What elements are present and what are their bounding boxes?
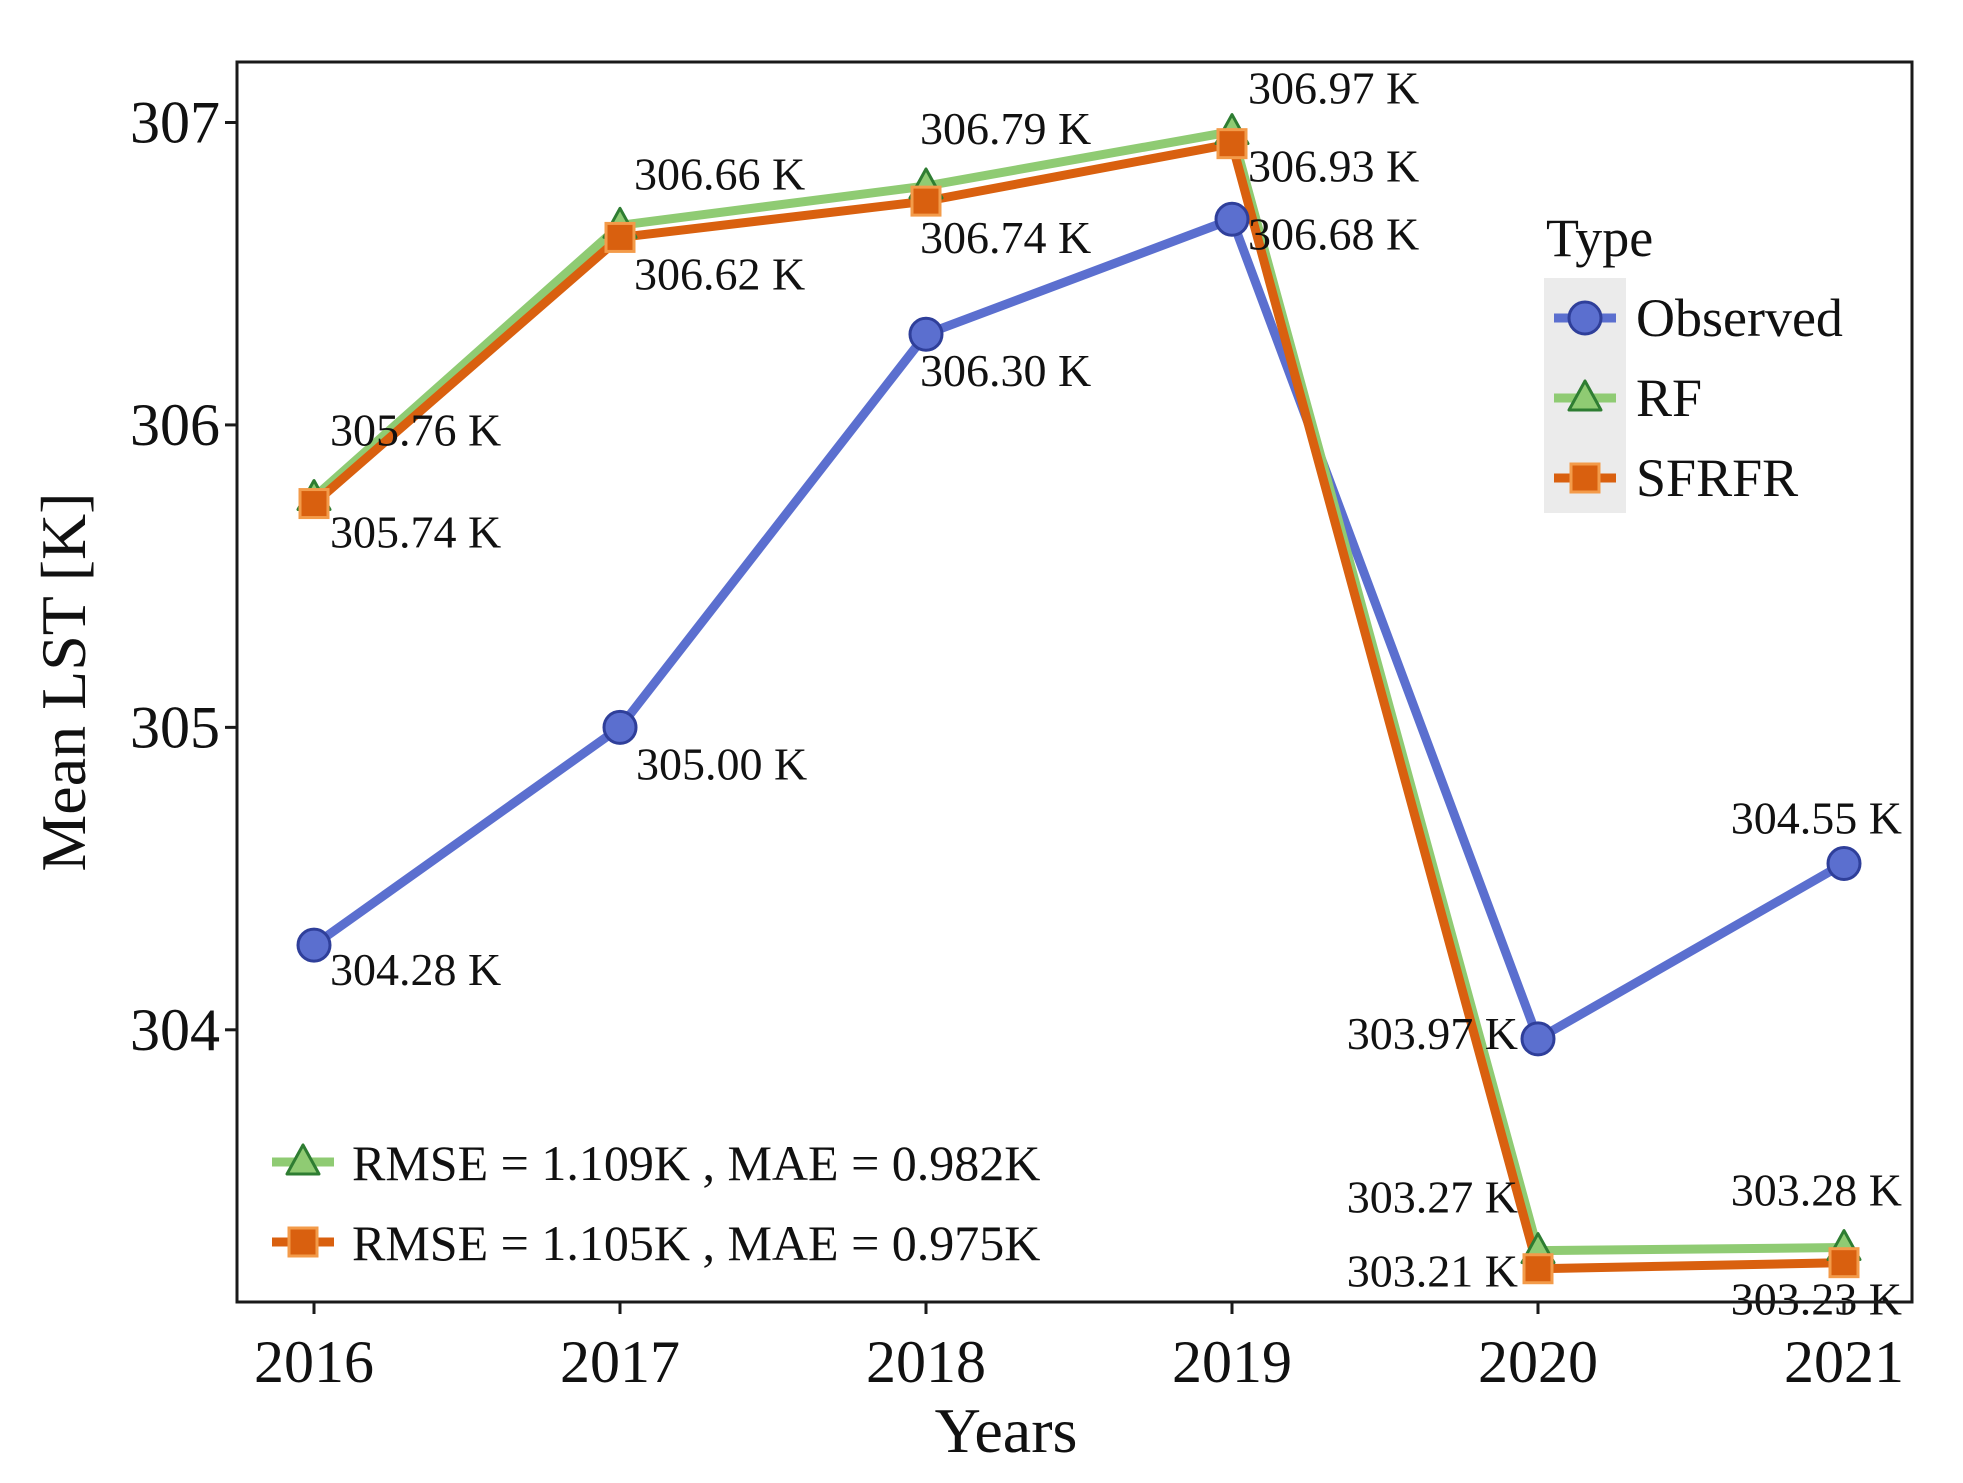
data-label-observed-2019: 306.68 K [1248, 208, 1419, 259]
legend-label-sfrfr: SFRFR [1636, 448, 1798, 508]
data-labels: 304.28 K 305.00 K 306.30 K 306.68 K 303.97 K… [330, 63, 1902, 1325]
data-label-sfrfr-2018: 306.74 K [920, 212, 1091, 263]
observed-point-2018 [908, 316, 944, 352]
sfrfr-point-2018 [910, 185, 942, 217]
sfrfr-point-2020 [1522, 1253, 1554, 1285]
legend-key-marker-observed [1567, 300, 1603, 336]
metric-key-marker-rf [285, 1143, 321, 1176]
observed-point-2017 [602, 709, 638, 745]
y-tick-label-306: 306 [130, 392, 220, 458]
series-line-rf [309, 127, 1849, 1256]
legend: Type Observed RF SFRFR [1544, 208, 1843, 513]
x-tick-label-2018: 2018 [866, 1329, 986, 1395]
axis-ticks [225, 120, 1846, 1314]
legend-key-marker-rf [1567, 379, 1603, 412]
x-tick-label-2021: 2021 [1784, 1329, 1904, 1395]
legend-label-rf: RF [1636, 368, 1702, 428]
data-label-observed-2020: 303.97 K [1347, 1008, 1518, 1059]
x-tick-label-2017: 2017 [560, 1329, 680, 1395]
data-label-rf-2017: 306.66 K [634, 148, 805, 199]
observed-point-2016 [296, 927, 332, 963]
metric-text-rf: RMSE = 1.109K , MAE = 0.982K [352, 1135, 1040, 1191]
data-label-observed-2017: 305.00 K [636, 738, 807, 789]
y-tick-label-307: 307 [130, 89, 220, 155]
y-axis-tick-labels: 304 305 306 307 [130, 89, 220, 1062]
observed-point-2020 [1520, 1021, 1556, 1057]
x-axis-tick-labels: 2016 2017 2018 2019 2020 2021 [254, 1329, 1904, 1395]
x-tick-label-2019: 2019 [1172, 1329, 1292, 1395]
data-label-observed-2021: 304.55 K [1731, 792, 1902, 843]
data-label-rf-2019: 306.97 K [1248, 63, 1419, 114]
legend-key-marker-sfrfr [1569, 462, 1601, 494]
legend-title: Type [1546, 208, 1653, 268]
data-label-rf-2020: 303.27 K [1347, 1172, 1518, 1223]
plot-panel-border [235, 60, 1914, 1304]
metric-text-sfrfr: RMSE = 1.105K , MAE = 0.975K [352, 1215, 1040, 1271]
y-tick-label-304: 304 [130, 997, 220, 1063]
data-label-rf-2016: 305.76 K [330, 405, 501, 456]
legend-label-observed: Observed [1636, 288, 1843, 348]
y-tick-label-305: 305 [130, 694, 220, 760]
sfrfr-point-2016 [298, 488, 330, 520]
series-line-observed [309, 214, 1849, 1044]
data-label-rf-2018: 306.79 K [920, 103, 1091, 154]
data-label-observed-2018: 306.30 K [920, 345, 1091, 396]
x-tick-label-2020: 2020 [1478, 1329, 1598, 1395]
data-label-sfrfr-2017: 306.62 K [634, 248, 805, 299]
x-axis-title: Years [935, 1395, 1078, 1466]
observed-point-2021 [1826, 845, 1862, 881]
sfrfr-point-2017 [604, 221, 636, 253]
data-label-sfrfr-2016: 305.74 K [330, 507, 501, 558]
data-label-sfrfr-2020: 303.21 K [1347, 1246, 1518, 1297]
sfrfr-point-2021 [1828, 1247, 1860, 1279]
metrics-annotation: RMSE = 1.109K , MAE = 0.982K RMSE = 1.105… [272, 1135, 1040, 1271]
metric-key-marker-sfrfr [287, 1226, 319, 1258]
series-lines [309, 127, 1849, 1274]
series-line-sfrfr [309, 139, 1849, 1274]
data-label-sfrfr-2019: 306.93 K [1248, 141, 1419, 192]
data-label-observed-2016: 304.28 K [330, 944, 501, 995]
data-label-sfrfr-2021: 303.23 K [1731, 1274, 1902, 1325]
sfrfr-point-2019 [1216, 128, 1248, 160]
observed-point-2019 [1214, 201, 1250, 237]
data-label-rf-2021: 303.28 K [1731, 1165, 1902, 1216]
y-axis-title: Mean LST [K] [28, 492, 99, 871]
series-markers [296, 113, 1862, 1285]
x-tick-label-2016: 2016 [254, 1329, 374, 1395]
